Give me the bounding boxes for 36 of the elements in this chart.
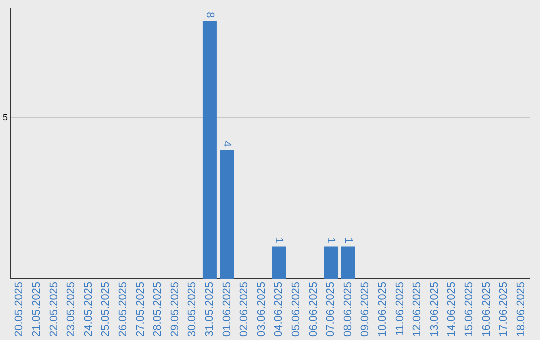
x-tick-label: 16.06.2025 <box>480 282 493 338</box>
x-tick-label: 05.06.2025 <box>290 282 302 338</box>
x-tick-label: 25.05.2025 <box>100 282 112 338</box>
x-tick-label: 09.06.2025 <box>360 282 372 338</box>
x-tick-label: 22.05.2025 <box>48 282 60 338</box>
x-tick-label: 18.06.2025 <box>515 282 528 338</box>
y-tick-label: 5 <box>2 112 8 122</box>
x-tick-label: 21.05.2025 <box>30 282 43 338</box>
x-tick-label: 08.06.2025 <box>342 282 354 338</box>
data-label: 1 <box>273 238 286 244</box>
x-tick-label: 23.05.2025 <box>66 282 78 338</box>
data-label: 8 <box>204 12 216 18</box>
x-tick-label: 29.05.2025 <box>169 282 182 338</box>
x-tick-label: 27.05.2025 <box>134 282 147 338</box>
x-tick-label: 15.06.2025 <box>463 282 476 338</box>
x-tick-label: 30.05.2025 <box>186 282 199 338</box>
x-tick-label: 12.06.2025 <box>412 282 424 338</box>
x-tick-label: 26.05.2025 <box>117 282 130 338</box>
data-label: 1 <box>325 238 338 244</box>
x-tick-label: 06.06.2025 <box>308 282 320 338</box>
x-tick-label: 13.06.2025 <box>428 282 441 338</box>
x-tick-label: 20.05.2025 <box>14 282 26 338</box>
data-label: 1 <box>342 238 354 244</box>
x-tick-label: 31.05.2025 <box>204 282 216 338</box>
x-tick-label: 24.05.2025 <box>82 282 95 338</box>
x-tick-label: 14.06.2025 <box>446 282 458 338</box>
x-tick-label: 07.06.2025 <box>325 282 338 338</box>
x-tick-label: 01.06.2025 <box>221 282 234 338</box>
x-tick-label: 17.06.2025 <box>498 282 510 338</box>
x-tick-label: 04.06.2025 <box>273 282 286 338</box>
data-label: 4 <box>221 140 234 148</box>
x-tick-label: 02.06.2025 <box>238 282 251 338</box>
x-tick-label: 28.05.2025 <box>152 282 164 338</box>
x-tick-label: 03.06.2025 <box>256 282 268 338</box>
x-tick-label: 11.06.2025 <box>394 282 406 336</box>
x-tick-label: 10.06.2025 <box>376 282 389 338</box>
